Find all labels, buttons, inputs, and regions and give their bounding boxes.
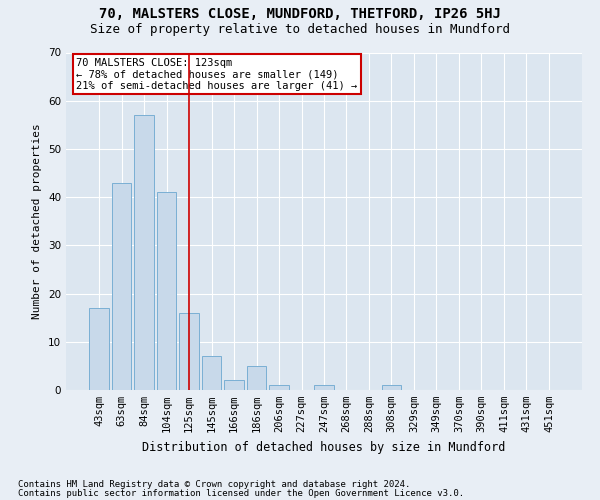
Bar [314, 385, 334, 390]
Bar [179, 313, 199, 390]
Bar [112, 182, 131, 390]
Bar [247, 366, 266, 390]
X-axis label: Distribution of detached houses by size in Mundford: Distribution of detached houses by size … [142, 440, 506, 454]
Bar [134, 115, 154, 390]
Bar [224, 380, 244, 390]
Bar [157, 192, 176, 390]
Text: Size of property relative to detached houses in Mundford: Size of property relative to detached ho… [90, 22, 510, 36]
Text: Contains public sector information licensed under the Open Government Licence v3: Contains public sector information licen… [18, 488, 464, 498]
Bar [89, 308, 109, 390]
Text: 70, MALSTERS CLOSE, MUNDFORD, THETFORD, IP26 5HJ: 70, MALSTERS CLOSE, MUNDFORD, THETFORD, … [99, 8, 501, 22]
Text: Contains HM Land Registry data © Crown copyright and database right 2024.: Contains HM Land Registry data © Crown c… [18, 480, 410, 489]
Bar [202, 356, 221, 390]
Bar [382, 385, 401, 390]
Text: 70 MALSTERS CLOSE: 123sqm
← 78% of detached houses are smaller (149)
21% of semi: 70 MALSTERS CLOSE: 123sqm ← 78% of detac… [76, 58, 358, 91]
Y-axis label: Number of detached properties: Number of detached properties [32, 124, 43, 319]
Bar [269, 385, 289, 390]
